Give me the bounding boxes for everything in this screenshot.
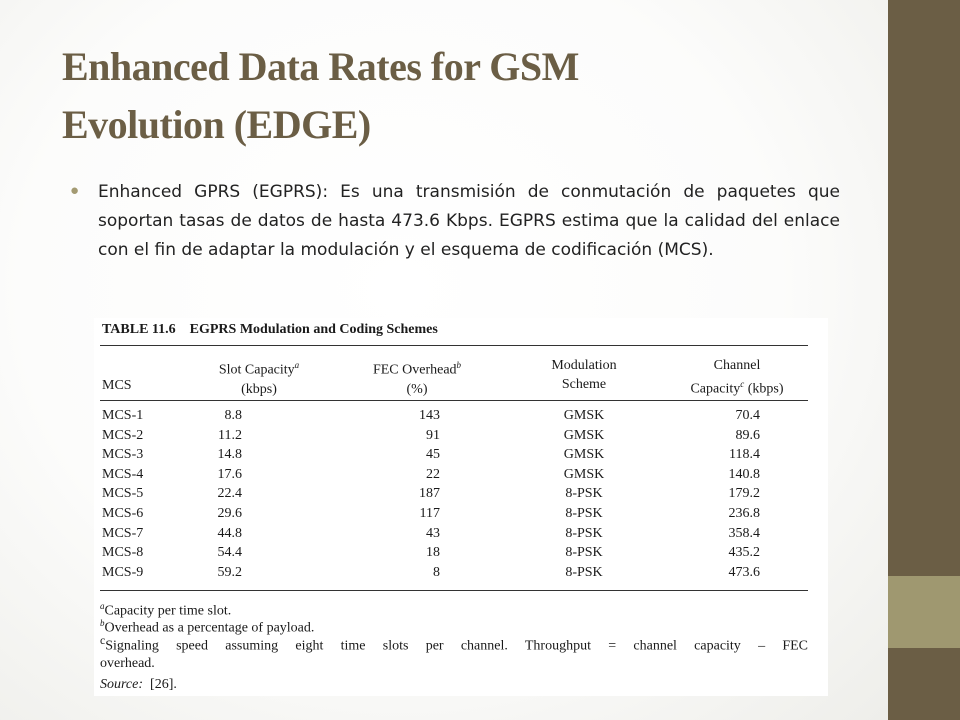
cell-mcs: MCS-2	[102, 427, 144, 443]
footnote-c-mark: c	[100, 634, 106, 647]
cell-fec-overhead: 91	[426, 427, 440, 443]
source-ref: [26].	[150, 677, 177, 692]
cell-modulation: 8-PSK	[565, 564, 603, 580]
table-top-rule	[100, 345, 808, 346]
cell-modulation: GMSK	[563, 466, 605, 482]
header-slot-mark: a	[294, 360, 300, 370]
bullet-dot-icon: ●	[70, 182, 80, 199]
footnote-c-line2: overhead.	[100, 655, 155, 671]
slide-title-line1: Enhanced Data Rates for GSM	[62, 44, 579, 89]
cell-slot-capacity: 54.4	[217, 545, 243, 561]
cell-slot-capacity: 59.2	[217, 564, 243, 580]
cell-fec-overhead: 187	[419, 486, 440, 502]
footnote-a-text: Capacity per time slot.	[104, 603, 232, 619]
cell-mcs: MCS-3	[102, 447, 144, 463]
cell-mcs: MCS-9	[102, 564, 144, 580]
footnote-b: bOverhead as a percentage of payload.	[100, 615, 314, 637]
footnote-a: aCapacity per time slot.	[100, 598, 231, 620]
cell-modulation: GMSK	[563, 408, 605, 423]
cell-slot-capacity: 11.2	[218, 427, 242, 443]
cell-channel-capacity: 473.6	[728, 564, 761, 580]
bullet-item: ● Enhanced GPRS (EGPRS): Es una transmis…	[70, 178, 840, 265]
header-mod-line1: Modulation	[551, 358, 617, 373]
header-fec-overhead: FEC Overheadb (%)	[352, 356, 482, 399]
cell-mcs: MCS-6	[102, 506, 144, 521]
cell-slot-capacity: 44.8	[217, 525, 243, 541]
cell-mcs: MCS-5	[102, 486, 144, 502]
header-channel-capacity: Channel Capacityc (kbps)	[666, 356, 808, 399]
cell-mcs: MCS-1	[102, 408, 144, 423]
table-bottom-rule	[100, 590, 808, 591]
footnote-a-mark: a	[100, 601, 105, 611]
cell-fec-overhead: 18	[426, 545, 440, 561]
cell-slot-capacity: 14.8	[217, 447, 243, 463]
cell-modulation: GMSK	[563, 447, 605, 463]
header-slot-line1: Slot Capacity	[218, 362, 295, 378]
sidebar-accent-block	[888, 576, 960, 648]
cell-mcs: MCS-8	[102, 545, 144, 561]
cell-channel-capacity: 140.8	[728, 466, 761, 482]
header-fec-mark: b	[456, 360, 462, 370]
cell-slot-capacity: 29.6	[217, 506, 243, 521]
header-modulation-scheme: Modulation Scheme	[524, 356, 644, 394]
slide-title: Enhanced Data Rates for GSM Evolution (E…	[62, 38, 862, 154]
cell-modulation: 8-PSK	[565, 506, 603, 521]
header-ch-line2-unit: (kbps)	[744, 381, 784, 397]
cell-modulation: GMSK	[563, 427, 605, 443]
footnote-c: cSignaling speed assuming eight time slo…	[100, 632, 808, 672]
header-ch-mark: c	[740, 379, 745, 389]
header-mod-line2: Scheme	[561, 377, 607, 392]
cell-channel-capacity: 179.2	[728, 486, 761, 502]
header-mcs: MCS	[102, 378, 132, 393]
table-header-rule	[100, 400, 808, 401]
cell-fec-overhead: 43	[426, 525, 440, 541]
footnote-b-mark: b	[100, 618, 105, 628]
bullet-text: Enhanced GPRS (EGPRS): Es una transmisió…	[98, 182, 840, 260]
cell-modulation: 8-PSK	[565, 525, 603, 541]
header-ch-line2: Capacity	[690, 381, 741, 397]
cell-fec-overhead: 45	[426, 447, 440, 463]
header-ch-line1: Channel	[713, 358, 761, 373]
cell-modulation: 8-PSK	[565, 545, 603, 561]
table-caption-label: TABLE 11.6	[102, 322, 176, 337]
cell-channel-capacity: 435.2	[728, 545, 761, 561]
egprs-table-figure: TABLE 11.6 EGPRS Modulation and Coding Sc…	[94, 318, 828, 696]
cell-mcs: MCS-7	[102, 525, 144, 541]
cell-channel-capacity: 358.4	[728, 525, 761, 541]
cell-channel-capacity: 89.6	[735, 427, 761, 443]
cell-modulation: 8-PSK	[565, 486, 603, 502]
table-caption: TABLE 11.6 EGPRS Modulation and Coding Sc…	[102, 322, 438, 338]
slide-title-line2: Evolution (EDGE)	[62, 102, 371, 147]
cell-fec-overhead: 143	[419, 408, 440, 423]
cell-channel-capacity: 236.8	[728, 506, 761, 521]
header-fec-line2: (%)	[406, 381, 428, 397]
cell-slot-capacity: 8.8	[224, 408, 243, 423]
cell-fec-overhead: 117	[419, 506, 440, 521]
header-slot-line2: (kbps)	[241, 381, 277, 397]
cell-fec-overhead: 22	[426, 466, 440, 482]
cell-mcs: MCS-4	[102, 466, 144, 482]
table-source: Source: [26].	[100, 676, 177, 693]
footnote-c-line1: Signaling speed assuming eight time slot…	[105, 638, 808, 654]
header-fec-line1: FEC Overhead	[372, 362, 457, 378]
footnote-b-text: Overhead as a percentage of payload.	[104, 620, 315, 636]
cell-fec-overhead: 8	[433, 564, 440, 580]
cell-channel-capacity: 70.4	[735, 408, 761, 423]
header-slot-capacity: Slot Capacitya (kbps)	[194, 356, 324, 399]
cell-channel-capacity: 118.4	[729, 447, 760, 463]
cell-slot-capacity: 17.6	[217, 466, 243, 482]
table-caption-title: EGPRS Modulation and Coding Schemes	[189, 322, 438, 337]
cell-slot-capacity: 22.4	[217, 486, 243, 502]
source-label: Source:	[100, 677, 144, 692]
